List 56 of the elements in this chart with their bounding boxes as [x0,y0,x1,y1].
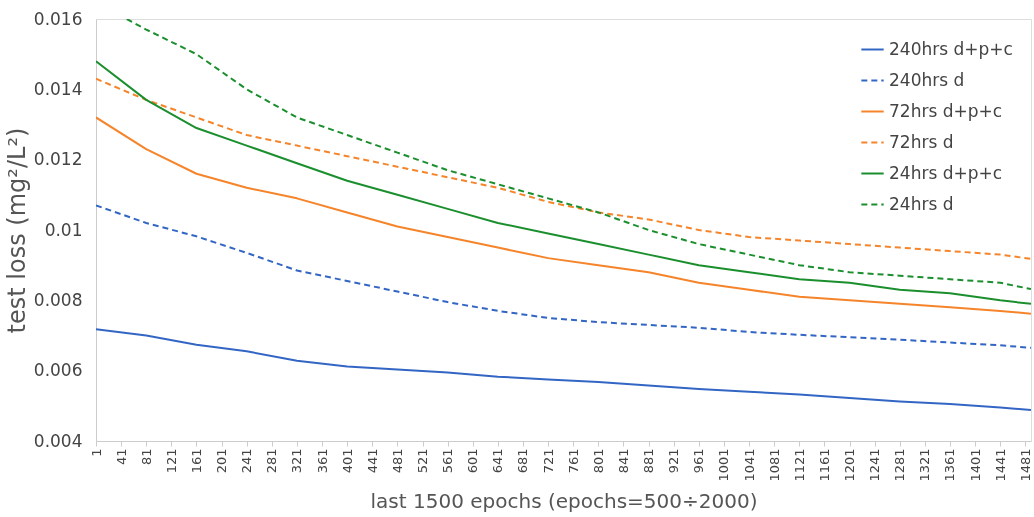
x-tick-label: 1081 [766,448,782,482]
y-tick-label: 0.01 [44,219,83,240]
legend-label: 24hrs d [889,193,954,214]
legend-label: 240hrs d [889,69,965,90]
y-tick-label: 0.014 [33,78,83,99]
x-tick-label: 1441 [992,448,1008,482]
y-tick-label: 0.004 [33,430,83,451]
x-tick-label: 401 [339,448,355,474]
x-tick-label: 441 [364,448,380,474]
x-tick-label: 921 [666,448,682,474]
x-tick-label: 561 [440,448,456,474]
legend-label: 72hrs d+p+c [889,100,1003,121]
x-tick-label: 281 [264,448,280,474]
x-tick-label: 641 [490,448,506,474]
x-tick-label: 521 [415,448,431,474]
x-tick-label: 1 [88,448,104,457]
x-tick-label: 481 [389,448,405,474]
x-tick-label: 161 [188,448,204,474]
x-tick-label: 1161 [816,448,832,482]
x-tick-label: 681 [515,448,531,474]
y-tick-label: 0.012 [33,149,83,170]
x-tick-label: 801 [590,448,606,474]
x-tick-label: 361 [314,448,330,474]
x-tick-label: 41 [113,448,129,466]
x-tick-label: 1281 [892,448,908,482]
x-axis-title: last 1500 epochs (epochs=500÷2000) [370,488,758,513]
x-tick-label: 241 [239,448,255,474]
y-axis-title: test loss (mg²/L²) [2,127,31,334]
x-tick-label: 1201 [842,448,858,482]
legend-label: 72hrs d [889,131,954,152]
x-tick-label: 321 [289,448,305,474]
x-tick-label: 1401 [967,448,983,482]
y-tick-label: 0.016 [33,8,83,29]
x-tick-label: 81 [138,448,154,466]
x-tick-label: 1361 [942,448,958,482]
x-tick-label: 1321 [917,448,933,482]
legend-label: 240hrs d+p+c [889,38,1013,59]
legend-label: 24hrs d+p+c [889,162,1003,183]
line-series [96,60,1031,305]
x-tick-label: 881 [641,448,657,474]
x-tick-label: 961 [691,448,707,474]
x-tick-label: 841 [615,448,631,474]
line-series [125,19,1031,291]
x-tick-label: 1481 [1017,448,1033,482]
y-tick-label: 0.008 [33,289,83,310]
x-tick-label: 1241 [867,448,883,482]
line-series [96,328,1031,412]
x-tick-label: 201 [214,448,230,474]
x-tick-label: 1041 [741,448,757,482]
x-tick-label: 1001 [716,448,732,482]
x-tick-label: 121 [163,448,179,474]
x-tick-label: 1121 [791,448,807,482]
x-tick-label: 761 [565,448,581,474]
x-tick-label: 601 [465,448,481,474]
x-tick-label: 721 [540,448,556,474]
y-tick-label: 0.006 [33,360,83,381]
